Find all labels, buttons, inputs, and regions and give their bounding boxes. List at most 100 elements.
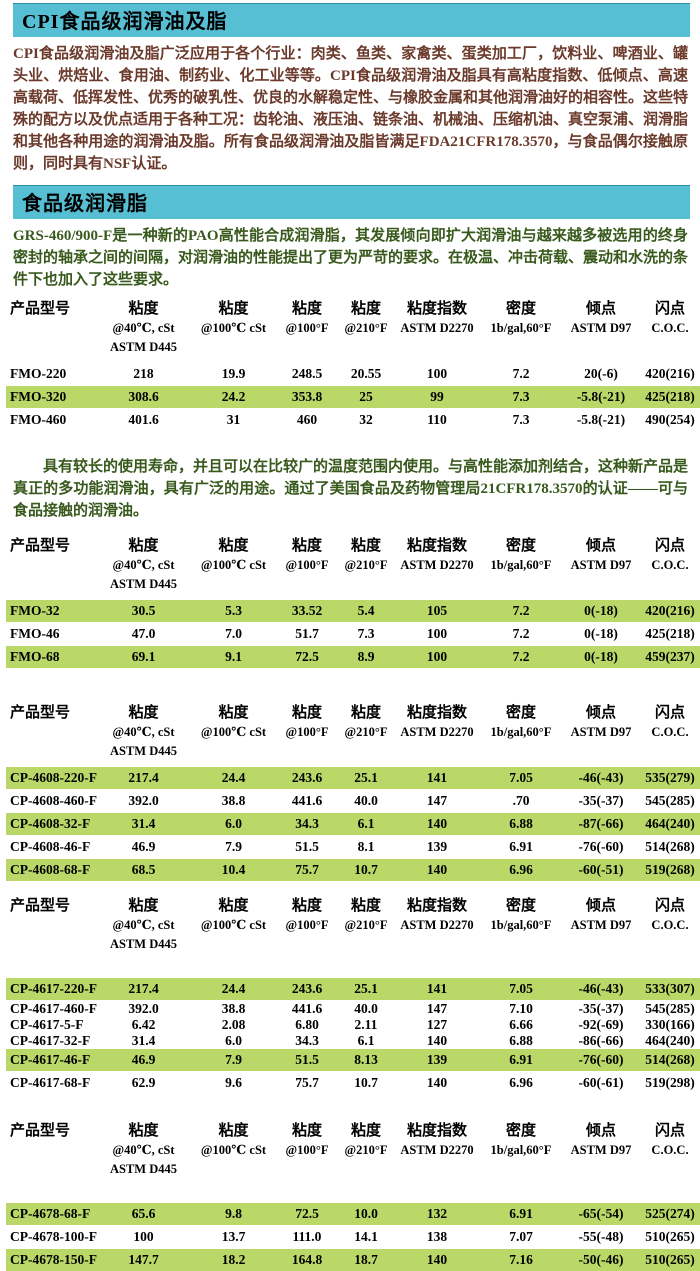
column-header-line: @100°F [285, 558, 329, 572]
table-row: CP-4608-220-F 217.4 24.4 243.6 25.1 141 7.05 -4… [6, 767, 700, 789]
value-cell: 32 [359, 412, 373, 427]
value-cell: 7.2 [512, 626, 530, 641]
value-cell: 105 [426, 603, 448, 618]
column-header-line: 闪点 [654, 1123, 685, 1139]
value-cell: 46.9 [131, 839, 156, 854]
column-header-line: 粘度指数 [406, 301, 467, 317]
column-header: 闪点 C.O.C. [640, 896, 700, 935]
column-header: 密度 1b/gal,60°F [480, 703, 562, 742]
value-cell: 30.5 [131, 603, 156, 618]
column-header-line: 粘度 [218, 301, 249, 317]
value-cell: 510(265) [645, 1229, 695, 1244]
column-header-line: 粘度 [350, 898, 381, 914]
value-cell: 218 [133, 366, 154, 381]
value-cell: 31 [226, 412, 241, 427]
value-cell: 40.0 [354, 793, 378, 808]
value-cell: 147 [426, 1001, 448, 1016]
table-row: CP-4608-32-F 31.4 6.0 34.3 6.1 140 6.88 -87(-66… [6, 813, 700, 835]
value-cell: 72.5 [295, 1206, 319, 1221]
product-model-cell: CP-4678-150-F [10, 1252, 97, 1267]
column-header: 粘度 @210°F [338, 703, 394, 742]
column-header-line: 粘度 [291, 1123, 322, 1139]
table-header-row: 产品型号 粘度 @40℃, cSt ASTM D445 粘度 @100℃ cSt 粘度 @10… [6, 1121, 700, 1179]
value-cell: 353.8 [291, 389, 323, 404]
column-header-line: ASTM D97 [570, 1143, 632, 1157]
product-model-cell: FMO-320 [10, 389, 67, 404]
value-cell: 330(166) [645, 1017, 695, 1032]
value-cell: 75.7 [295, 862, 319, 877]
column-header: 密度 1b/gal,60°F [480, 299, 562, 338]
value-cell: 7.0 [225, 626, 242, 641]
value-cell: 425(218) [645, 389, 695, 404]
column-header-line: 粘度 [128, 898, 159, 914]
column-header: 粘度 @100℃ cSt [191, 299, 276, 338]
column-header-line: 闪点 [654, 538, 685, 554]
table-row: CP-4617-220-F 217.4 24.4 243.6 25.1 141 7.05 -4… [6, 978, 700, 1000]
value-cell: 5.4 [357, 603, 375, 618]
value-cell: 33.52 [291, 603, 323, 618]
value-cell: 243.6 [291, 770, 323, 785]
column-header: 闪点 C.O.C. [640, 703, 700, 742]
value-cell: -76(-60) [578, 1052, 624, 1067]
column-header-line: @210°F [344, 1143, 388, 1157]
column-header-line: 产品型号 [10, 538, 71, 554]
value-cell: 8.13 [354, 1052, 378, 1067]
value-cell: 6.96 [509, 1075, 533, 1090]
value-cell: 545(285) [645, 793, 695, 808]
product-model-cell: CP-4678-100-F [10, 1229, 97, 1244]
table-row: FMO-460 401.6 31 460 32 110 7.3 -5.8(-21) 490(25… [6, 409, 700, 431]
table-row: FMO-46 47.0 7.0 51.7 7.3 100 7.2 0(-18) 425(218) [6, 623, 700, 645]
column-header-line: 粘度 [291, 538, 322, 554]
value-cell: 10.7 [354, 862, 378, 877]
column-header-line: C.O.C. [651, 918, 689, 932]
column-header-line: 粘度指数 [406, 705, 467, 721]
table-row: CP-4617-5-F 6.42 2.08 6.80 2.11 127 6.66 -92(-6… [6, 1017, 700, 1033]
column-header-line: 1b/gal,60°F [490, 321, 552, 335]
value-cell: 217.4 [128, 981, 159, 996]
value-cell: 464(240) [645, 816, 695, 831]
value-cell: 7.16 [509, 1252, 533, 1267]
column-header-line: ASTM D445 [109, 1162, 178, 1176]
column-header-line: 密度 [505, 1123, 536, 1139]
column-header-line: @100℃ cSt [200, 321, 267, 335]
value-cell: 13.7 [221, 1229, 246, 1244]
column-header-line: 粘度 [291, 705, 322, 721]
value-cell: 34.3 [295, 1033, 319, 1048]
value-cell: 510(265) [645, 1252, 695, 1267]
column-header-line: 粘度 [350, 538, 381, 554]
column-header-line: 粘度 [218, 898, 249, 914]
column-header-line: 粘度 [128, 301, 159, 317]
value-cell: 51.5 [295, 839, 319, 854]
value-cell: 401.6 [128, 412, 159, 427]
value-cell: 420(216) [645, 366, 695, 381]
column-header: 粘度 @40℃, cSt ASTM D445 [96, 896, 191, 954]
product-model-cell: CP-4617-460-F [10, 1001, 97, 1016]
value-cell: 140 [426, 1033, 448, 1048]
table-row: CP-4678-100-F 100 13.7 111.0 14.1 138 7.07 -55(… [6, 1226, 700, 1248]
column-header: 粘度 @210°F [338, 896, 394, 935]
table-row: CP-4617-68-F 62.9 9.6 75.7 10.7 140 6.96 -60(-6… [6, 1072, 700, 1094]
value-cell: 18.2 [221, 1252, 246, 1267]
column-header: 粘度 @210°F [338, 299, 394, 338]
value-cell: 460 [296, 412, 318, 427]
value-cell: 0(-18) [584, 649, 618, 664]
column-header-line: 产品型号 [10, 705, 71, 721]
column-header: 产品型号 [6, 536, 96, 556]
column-header: 粘度指数 ASTM D2270 [394, 703, 480, 742]
value-cell: 147 [426, 793, 448, 808]
value-cell: 8.9 [357, 649, 375, 664]
value-cell: 6.91 [509, 1206, 533, 1221]
value-cell: -60(-61) [578, 1075, 624, 1090]
section-title-grease: 食品级润滑脂 [13, 185, 690, 219]
value-cell: 6.88 [509, 1033, 533, 1048]
column-header-line: ASTM D97 [570, 321, 632, 335]
value-cell: 308.6 [128, 389, 159, 404]
value-cell: 8.1 [357, 839, 375, 854]
product-model-cell: CP-4608-220-F [10, 770, 97, 785]
column-header-line: @100℃ cSt [200, 725, 267, 739]
value-cell: 7.3 [512, 389, 530, 404]
value-cell: 7.9 [225, 1052, 242, 1067]
value-cell: -50(-46) [578, 1252, 624, 1267]
value-cell: 441.6 [291, 1001, 323, 1016]
table-row: CP-4617-32-F 31.4 6.0 34.3 6.1 140 6.88 -86(-66… [6, 1033, 700, 1049]
